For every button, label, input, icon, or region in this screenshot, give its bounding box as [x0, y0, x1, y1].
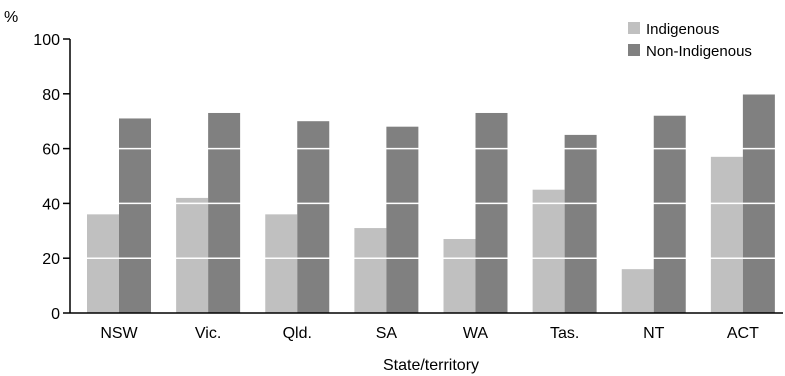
bars	[87, 93, 775, 314]
legend-swatch-0	[628, 22, 640, 34]
bar-non-indigenous-5	[564, 134, 597, 313]
x-tick-label-5: Tas.	[550, 325, 579, 342]
bar-non-indigenous-4	[475, 112, 508, 313]
bar-non-indigenous-0	[119, 118, 151, 314]
legend-label-1: Non-Indigenous	[646, 43, 752, 60]
y-tick-label-1: 20	[42, 251, 60, 268]
bar-indigenous-1	[176, 197, 209, 313]
y-tick-label-3: 60	[42, 142, 60, 159]
x-tick-label-2: Qld.	[283, 325, 312, 342]
bar-non-indigenous-2	[297, 121, 330, 313]
bar-non-indigenous-1	[208, 112, 241, 313]
x-tick-label-6: NT	[643, 325, 665, 342]
y-tick-label-2: 40	[42, 196, 60, 213]
axes	[69, 39, 783, 314]
bar-non-indigenous-6	[653, 115, 686, 313]
y-tick-label-5: 100	[33, 32, 60, 49]
y-axis-unit-label: %	[4, 9, 18, 26]
bar-indigenous-6	[621, 269, 654, 313]
x-tick-label-4: WA	[463, 325, 489, 342]
gridlines	[70, 93, 783, 259]
y-tick-label-4: 80	[42, 87, 60, 104]
x-tick-label-0: NSW	[100, 325, 138, 342]
bar-indigenous-2	[265, 214, 298, 313]
legend-swatch-1	[628, 44, 640, 56]
bar-indigenous-7	[710, 156, 743, 313]
x-axis-title: State/territory	[383, 357, 479, 374]
bar-non-indigenous-3	[386, 126, 419, 314]
y-tick-labels: 0 20 40 60 80 100	[33, 32, 60, 323]
x-tick-label-3: SA	[376, 325, 398, 342]
x-tick-labels: NSW Vic. Qld. SA WA Tas. NT ACT	[100, 325, 759, 342]
legend-label-0: Indigenous	[646, 21, 719, 38]
x-tick-label-1: Vic.	[195, 325, 221, 342]
y-tick-label-0: 0	[51, 306, 60, 323]
x-tick-label-7: ACT	[727, 325, 759, 342]
bar-indigenous-5	[532, 189, 565, 313]
bar-indigenous-0	[87, 214, 119, 313]
bar-indigenous-3	[354, 228, 387, 313]
legend: Indigenous Non-Indigenous	[628, 21, 752, 60]
y-tick-marks	[63, 38, 70, 314]
bar-indigenous-4	[443, 239, 476, 313]
